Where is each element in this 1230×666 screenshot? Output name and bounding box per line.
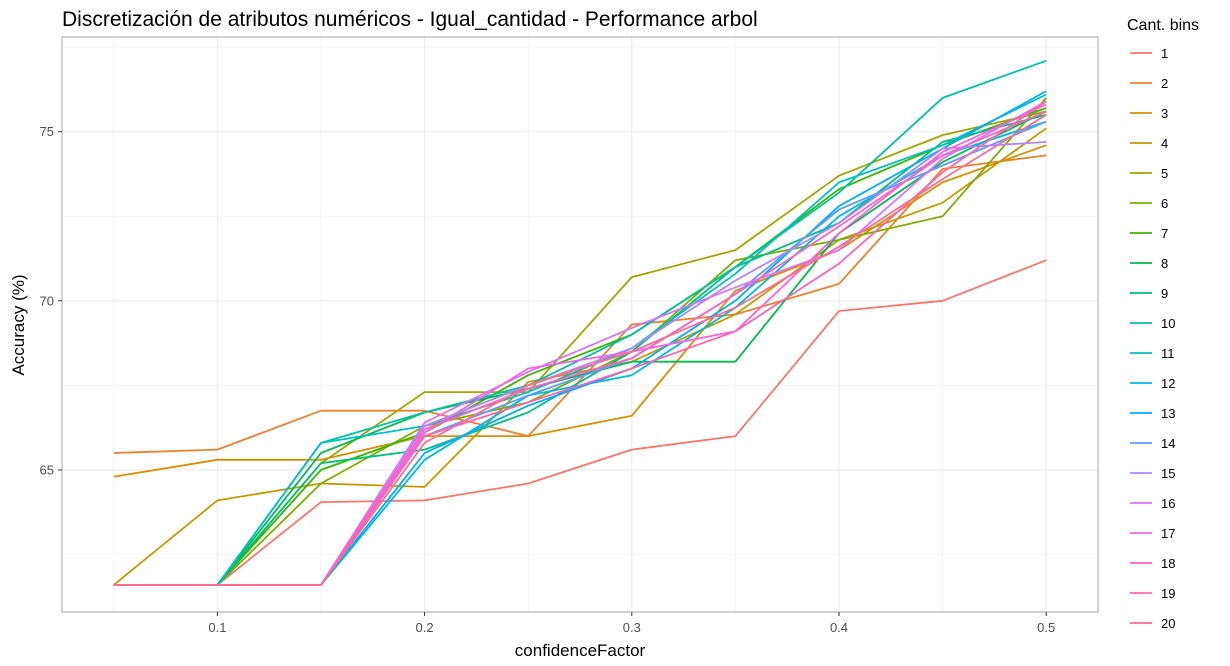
legend-title: Cant. bins xyxy=(1127,17,1199,34)
x-tick-label: 0.1 xyxy=(208,620,226,635)
series-line-7 xyxy=(113,107,1047,586)
legend-label-11: 11 xyxy=(1161,346,1175,361)
y-axis-title: Accuracy (%) xyxy=(9,274,28,375)
legend-label-5: 5 xyxy=(1161,166,1168,181)
legend-label-15: 15 xyxy=(1161,466,1175,481)
chart-title: Discretización de atributos numéricos - … xyxy=(62,8,758,31)
legend-label-12: 12 xyxy=(1161,376,1175,391)
x-axis: 0.1 0.2 0.3 0.4 0.5 xyxy=(208,612,1055,635)
series-line-9 xyxy=(113,113,1047,586)
y-tick-label: 65 xyxy=(40,462,54,477)
y-tick-label: 75 xyxy=(40,124,54,139)
legend-label-8: 8 xyxy=(1161,256,1168,271)
legend-label-16: 16 xyxy=(1161,496,1175,511)
grid xyxy=(62,37,1098,612)
series-line-13 xyxy=(113,90,1047,586)
series-line-2 xyxy=(113,154,1047,454)
series-line-20 xyxy=(113,114,1047,586)
series-line-5 xyxy=(113,110,1047,586)
legend-label-13: 13 xyxy=(1161,406,1175,421)
series-line-3 xyxy=(113,144,1047,478)
series-line-8 xyxy=(113,110,1047,586)
series-line-1 xyxy=(113,259,1047,586)
series-line-11 xyxy=(113,93,1047,586)
x-axis-title: confidenceFactor xyxy=(515,641,646,660)
x-tick-label: 0.2 xyxy=(416,620,434,635)
series-layer xyxy=(113,59,1047,586)
legend-label-14: 14 xyxy=(1161,436,1175,451)
plot-panel-border xyxy=(61,36,1099,613)
legend-label-2: 2 xyxy=(1161,76,1168,91)
legend-label-20: 20 xyxy=(1161,616,1175,631)
y-tick-label: 70 xyxy=(40,293,54,308)
legend-label-6: 6 xyxy=(1161,196,1168,211)
legend-label-9: 9 xyxy=(1161,286,1168,301)
series-line-18 xyxy=(113,110,1047,586)
y-axis: 65 70 75 xyxy=(40,124,62,477)
legend-label-1: 1 xyxy=(1161,46,1168,61)
legend-label-10: 10 xyxy=(1161,316,1175,331)
x-tick-label: 0.5 xyxy=(1037,620,1055,635)
series-line-4 xyxy=(113,127,1047,586)
legend-label-19: 19 xyxy=(1161,586,1175,601)
legend-label-18: 18 xyxy=(1161,556,1175,571)
legend-label-7: 7 xyxy=(1161,226,1168,241)
x-tick-label: 0.4 xyxy=(830,620,848,635)
legend: Cant. bins 12345678910111213141516171819… xyxy=(1127,17,1199,631)
series-line-10 xyxy=(113,59,1047,586)
legend-label-4: 4 xyxy=(1161,136,1168,151)
x-tick-label: 0.3 xyxy=(623,620,641,635)
legend-label-3: 3 xyxy=(1161,106,1168,121)
legend-label-17: 17 xyxy=(1161,526,1175,541)
